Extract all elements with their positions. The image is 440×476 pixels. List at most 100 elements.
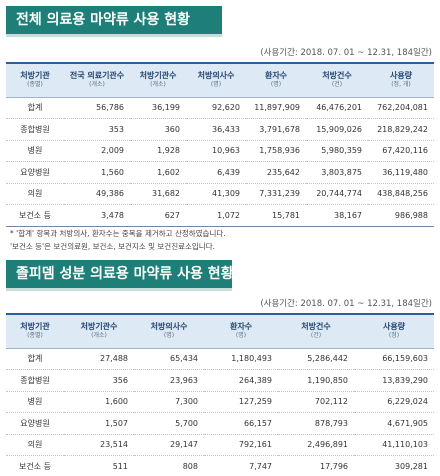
column-header: 처방의사수 (명) — [186, 62, 246, 98]
table-cell: 7,331,239 — [246, 183, 306, 205]
table-row: 의원 23,514 29,147 792,161 2,496,891 41,110,103 — [6, 434, 434, 456]
table-cell: 218,829,242 — [368, 118, 434, 141]
table-cell: 1,758,936 — [246, 140, 306, 162]
table-cell: 6,229,024 — [354, 391, 434, 413]
table-row: 종합병원 353 360 36,433 3,791,678 15,909,026 218,8… — [6, 118, 434, 141]
table-row: 병원 1,600 7,300 127,259 702,112 6,229,024 — [6, 391, 434, 413]
table-cell: 56,786 — [64, 97, 130, 119]
table-cell: 11,897,909 — [246, 97, 306, 119]
table-cell: 1,190,850 — [278, 369, 354, 392]
table-cell: 3,803,875 — [306, 161, 368, 184]
row-label: 요양병원 — [6, 412, 64, 435]
column-header-unit: (개소) — [91, 332, 107, 340]
table-cell: 6,439 — [186, 161, 246, 184]
column-header-label: 처방기관수 — [80, 322, 118, 332]
note-line: '보건소 등'은 보건의료원, 보건소, 보건지소 및 보건진료소입니다. — [10, 242, 215, 251]
table-cell: 13,839,290 — [354, 369, 434, 392]
row-label: 병원 — [6, 391, 64, 413]
column-header: 처방기관 (종별) — [6, 62, 64, 98]
table-cell: 1,072 — [186, 204, 246, 227]
column-header-label: 처방의사수 — [150, 322, 188, 332]
table-cell: 7,300 — [134, 391, 204, 413]
table-cell: 92,620 — [186, 97, 246, 119]
row-label: 의원 — [6, 434, 64, 456]
table-cell: 356 — [64, 369, 134, 392]
table-cell: 808 — [134, 455, 204, 476]
table-cell: 235,642 — [246, 161, 306, 184]
row-label: 합계 — [6, 348, 64, 370]
column-header-label: 사용량 — [389, 71, 413, 81]
table-row: 요양병원 1,507 5,700 66,157 878,793 4,671,905 — [6, 412, 434, 435]
section1-title: 전체 의료용 마약류 사용 현황 — [6, 6, 222, 34]
column-header-unit: (개소) — [150, 81, 166, 89]
column-header-unit: (종별) — [27, 81, 43, 89]
table-cell: 2,496,891 — [278, 434, 354, 456]
column-header-label: 환자수 — [264, 71, 288, 81]
column-header: 처방건수 (건) — [306, 62, 368, 98]
usage-table-total: 처방기관 (종별) 전국 의료기관수 (개소) 처방기관수 (개소) 처방의사수 (명) 환자수… — [6, 62, 434, 227]
table-cell: 1,928 — [130, 140, 186, 162]
column-header-label: 사용량 — [382, 322, 406, 332]
table-cell: 511 — [64, 455, 134, 476]
table-cell: 36,119,480 — [368, 161, 434, 184]
table-cell: 1,560 — [64, 161, 130, 184]
table-cell: 29,147 — [134, 434, 204, 456]
table-cell: 4,671,905 — [354, 412, 434, 435]
table-cell: 23,963 — [134, 369, 204, 392]
table-cell: 27,488 — [64, 348, 134, 370]
section2-title: 졸피뎀 성분 의료용 마약류 사용 현황 — [6, 260, 232, 288]
row-label: 병원 — [6, 140, 64, 162]
column-header-unit: (명) — [270, 81, 282, 89]
table-cell: 627 — [130, 204, 186, 227]
table-cell: 3,791,678 — [246, 118, 306, 141]
column-header-unit: (건) — [310, 332, 322, 340]
table-cell: 7,747 — [204, 455, 278, 476]
column-header-unit: (정) — [388, 332, 400, 340]
column-header-unit: (명) — [163, 332, 175, 340]
table-cell: 66,157 — [204, 412, 278, 435]
note-line: * '합계' 항목과 처방의사, 환자수는 중복을 제거하고 산정하였습니다. — [10, 229, 226, 238]
title-underline — [6, 34, 222, 37]
column-header-label: 처방기관수 — [139, 71, 177, 81]
table-cell: 17,796 — [278, 455, 354, 476]
table-cell: 309,281 — [354, 455, 434, 476]
table-cell: 438,848,256 — [368, 183, 434, 205]
table-cell: 31,682 — [130, 183, 186, 205]
table-cell: 5,286,442 — [278, 348, 354, 370]
column-header: 전국 의료기관수 (개소) — [64, 62, 130, 98]
row-label: 의원 — [6, 183, 64, 205]
column-header-label: 처방건수 — [322, 71, 352, 81]
column-header: 처방기관수 (개소) — [64, 313, 134, 349]
table-cell: 15,909,026 — [306, 118, 368, 141]
column-header-label: 환자수 — [229, 322, 253, 332]
table-cell: 264,389 — [204, 369, 278, 392]
table-cell: 127,259 — [204, 391, 278, 413]
table-cell: 702,112 — [278, 391, 354, 413]
column-header-label: 전국 의료기관수 — [69, 71, 125, 81]
table-cell: 762,204,081 — [368, 97, 434, 119]
column-header-unit: (명) — [235, 332, 247, 340]
column-header: 사용량 (정, 개) — [368, 62, 434, 98]
table-cell: 1,600 — [64, 391, 134, 413]
table-cell: 1,507 — [64, 412, 134, 435]
table-cell: 36,433 — [186, 118, 246, 141]
table-cell: 878,793 — [278, 412, 354, 435]
table-cell: 23,514 — [64, 434, 134, 456]
row-label: 보건소 등 — [6, 204, 64, 227]
row-label: 보건소 등 — [6, 455, 64, 476]
table-cell: 46,476,201 — [306, 97, 368, 119]
row-label: 합계 — [6, 97, 64, 119]
table-row: 병원 2,009 1,928 10,963 1,758,936 5,980,359 67,4… — [6, 140, 434, 162]
column-header-unit: (정, 개) — [391, 81, 411, 89]
table-cell: 10,963 — [186, 140, 246, 162]
row-label: 종합병원 — [6, 369, 64, 392]
column-header: 처방기관 (종별) — [6, 313, 64, 349]
table-cell: 38,167 — [306, 204, 368, 227]
row-label: 종합병원 — [6, 118, 64, 141]
column-header: 처방의사수 (명) — [134, 313, 204, 349]
table-cell: 5,700 — [134, 412, 204, 435]
table-cell: 1,180,493 — [204, 348, 278, 370]
table-cell: 353 — [64, 118, 130, 141]
table-cell: 36,199 — [130, 97, 186, 119]
section1-notes: * '합계' 항목과 처방의사, 환자수는 중복을 제거하고 산정하였습니다. … — [10, 227, 226, 253]
